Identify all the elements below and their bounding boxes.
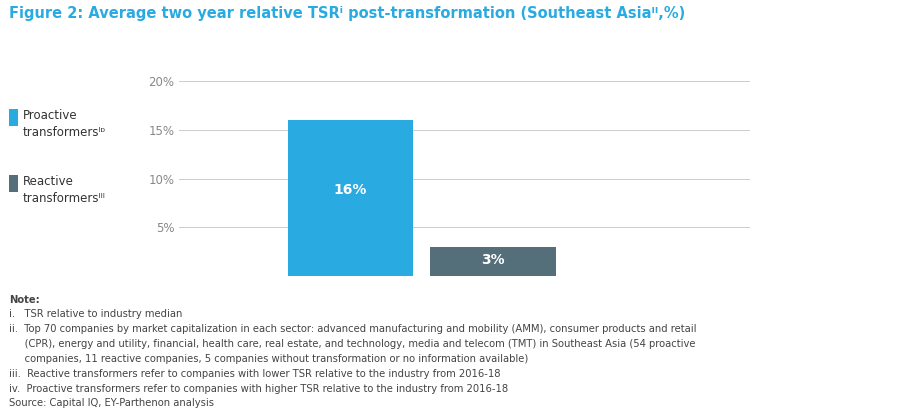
Text: ii.  Top 70 companies by market capitalization in each sector: advanced manufact: ii. Top 70 companies by market capitaliz… (9, 324, 696, 334)
Text: i.   TSR relative to industry median: i. TSR relative to industry median (9, 309, 182, 319)
Text: iii.  Reactive transformers refer to companies with lower TSR relative to the in: iii. Reactive transformers refer to comp… (9, 369, 500, 379)
Text: Source: Capital IQ, EY-Parthenon analysis: Source: Capital IQ, EY-Parthenon analysi… (9, 398, 214, 408)
Text: Note:: Note: (9, 295, 40, 304)
Text: iv.  Proactive transformers refer to companies with higher TSR relative to the i: iv. Proactive transformers refer to comp… (9, 384, 508, 393)
Text: Figure 2: Average two year relative TSRⁱ post-transformation (Southeast Asiaᴵᴵ,%: Figure 2: Average two year relative TSRⁱ… (9, 6, 685, 21)
Text: 3%: 3% (481, 253, 505, 267)
Text: Proactive
transformersᴵᶛ: Proactive transformersᴵᶛ (23, 109, 107, 139)
Text: Reactive
transformersᴵᴵᴵ: Reactive transformersᴵᴵᴵ (23, 175, 106, 205)
Text: 16%: 16% (334, 183, 367, 197)
Text: (CPR), energy and utility, financial, health care, real estate, and technology, : (CPR), energy and utility, financial, he… (9, 339, 695, 349)
Text: companies, 11 reactive companies, 5 companies without transformation or no infor: companies, 11 reactive companies, 5 comp… (9, 354, 528, 364)
Bar (288, 120, 413, 276)
Bar (430, 247, 555, 276)
